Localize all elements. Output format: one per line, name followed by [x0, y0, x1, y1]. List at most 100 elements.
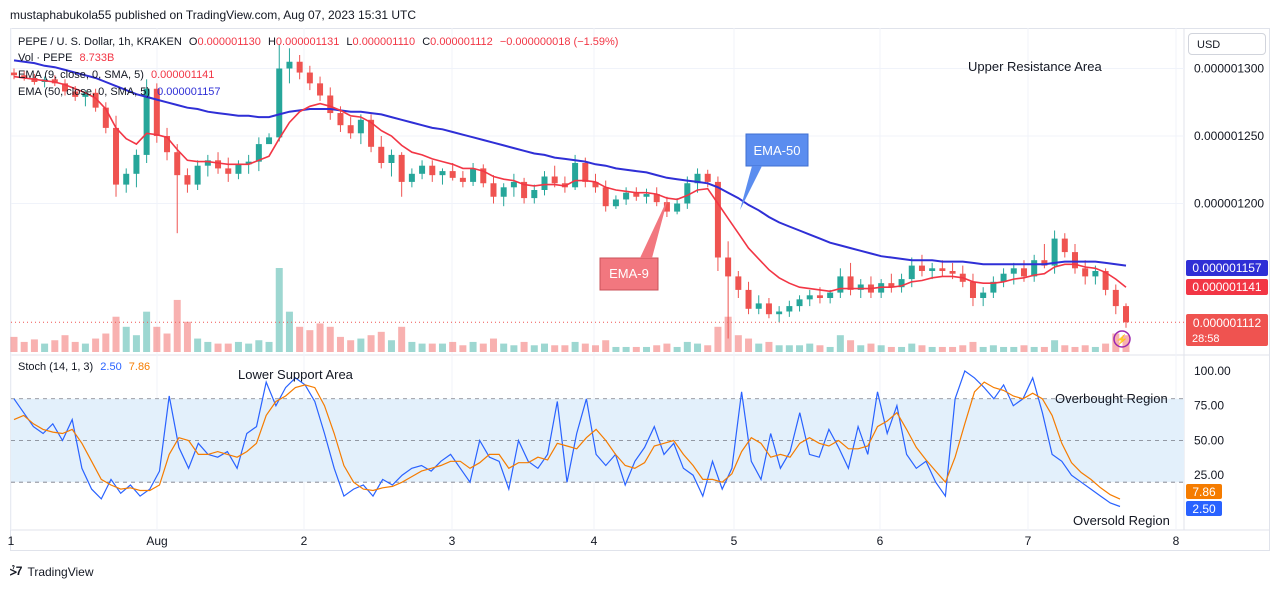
- candle-body: [612, 199, 619, 207]
- volume-bar: [30, 339, 38, 352]
- candle-body: [184, 175, 191, 185]
- candle-body: [551, 176, 558, 184]
- stoch-k-badge: 2.50: [1192, 502, 1216, 516]
- candle-body: [429, 165, 436, 176]
- candle-body: [1071, 252, 1078, 269]
- candle-body: [459, 177, 466, 182]
- ohlc-change: −0.000000018 (−1.59%): [499, 36, 619, 48]
- ema50-line: [13, 59, 1127, 267]
- volume-bar: [122, 326, 130, 352]
- volume-bar: [928, 346, 936, 352]
- volume-bar: [143, 311, 151, 352]
- candle-body: [225, 168, 232, 174]
- stoch-k-line: [13, 370, 1121, 508]
- volume-bar: [275, 268, 283, 352]
- volume-bar: [1020, 345, 1028, 352]
- volume-bar: [71, 341, 79, 352]
- ohlc-high: 0.000001131: [275, 36, 340, 48]
- candle-body: [1061, 238, 1068, 253]
- candle-body: [531, 190, 538, 199]
- ema9-badge: 0.000001141: [1192, 280, 1262, 294]
- volume-bar: [224, 343, 232, 352]
- volume-bar: [755, 343, 763, 352]
- tradingview-logo-icon: ⩼7: [10, 564, 22, 578]
- candle-body: [62, 83, 69, 92]
- candle-body: [898, 279, 905, 288]
- ema9-value: 0.000001141: [151, 69, 215, 81]
- candle-body: [816, 295, 823, 298]
- x-tick-label: 5: [731, 534, 738, 548]
- candle-body: [449, 171, 456, 178]
- volume-bar: [592, 345, 600, 352]
- candle-body: [541, 176, 548, 190]
- candle-body: [174, 152, 181, 176]
- candle-body: [215, 160, 222, 169]
- volume-bar: [510, 345, 518, 352]
- candle-body: [245, 161, 252, 165]
- candle-body: [602, 187, 609, 207]
- countdown-badge: 28:58: [1192, 333, 1220, 345]
- candle-body: [1092, 271, 1099, 277]
- oversold-label: Oversold Region: [1073, 513, 1170, 528]
- volume-bar: [836, 335, 844, 352]
- volume-bar: [643, 346, 651, 352]
- volume-bar: [1102, 343, 1110, 352]
- candle-body: [572, 163, 579, 188]
- volume-bar: [908, 343, 916, 352]
- volume-bar: [745, 338, 753, 352]
- candle-body: [592, 181, 599, 188]
- footer-brand: TradingView: [27, 564, 94, 579]
- volume-bar: [132, 335, 140, 352]
- candle-body: [510, 181, 517, 188]
- volume-bar: [173, 299, 181, 352]
- candle-body: [755, 303, 762, 309]
- candle-body: [327, 95, 334, 114]
- volume-bar: [949, 346, 957, 352]
- candle-body: [470, 168, 477, 182]
- volume-bar: [479, 343, 487, 352]
- volume-bar: [357, 338, 365, 352]
- volume-bar: [1061, 345, 1069, 352]
- volume-bar: [1071, 346, 1079, 352]
- volume-bar: [704, 345, 712, 352]
- stoch-k-badge-bg: [1186, 501, 1222, 516]
- volume-bar: [775, 345, 783, 352]
- candle-body: [286, 61, 293, 69]
- y-tick-label: 0.000001300: [1194, 62, 1264, 76]
- volume-bar: [898, 346, 906, 352]
- candle-body: [714, 181, 721, 258]
- candle-body: [1010, 268, 1017, 274]
- x-tick-label: 1: [8, 534, 15, 548]
- candle-body: [633, 192, 640, 197]
- candle-body: [918, 265, 925, 271]
- stoch-d-badge-bg: [1186, 484, 1222, 499]
- volume-bar: [857, 345, 865, 352]
- candle-body: [888, 283, 895, 288]
- volume-bar: [765, 341, 773, 352]
- volume-bar: [183, 321, 191, 352]
- candle-body: [857, 284, 864, 290]
- candle-body: [939, 268, 946, 271]
- volume-bar: [500, 343, 508, 352]
- candle-body: [1051, 238, 1058, 266]
- currency-button[interactable]: USD: [1188, 33, 1266, 55]
- candle-body: [419, 165, 426, 174]
- volume-bar: [102, 333, 110, 352]
- volume-bar: [285, 311, 293, 352]
- x-tick-label: 4: [591, 534, 598, 548]
- volume-bar: [694, 343, 702, 352]
- x-tick-label: 8: [1173, 534, 1180, 548]
- ema9-badge-bg: [1186, 279, 1268, 295]
- ohlc-low-label: L: [346, 36, 353, 48]
- volume-bar: [561, 345, 569, 352]
- volume-bar: [1122, 335, 1130, 352]
- candle-body: [337, 113, 344, 126]
- candle-body: [776, 311, 783, 315]
- volume-bar: [428, 343, 436, 352]
- candle-body: [255, 144, 262, 162]
- volume-bar: [1081, 345, 1089, 352]
- publisher-header: mustaphabukola55 published on TradingVie…: [10, 8, 417, 22]
- stoch-label: Stoch (14, 1, 3): [18, 361, 94, 373]
- volume-bar: [306, 330, 314, 352]
